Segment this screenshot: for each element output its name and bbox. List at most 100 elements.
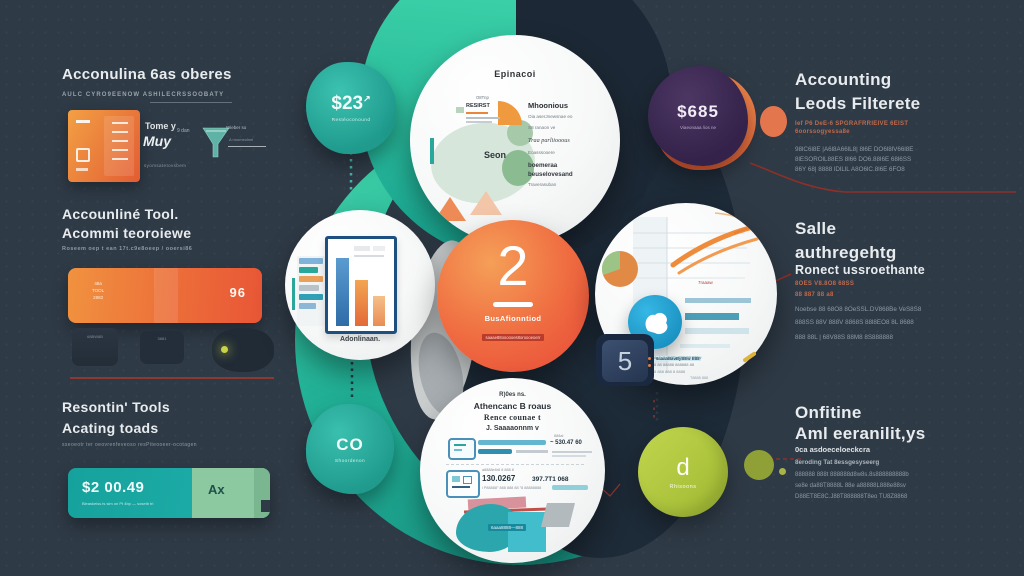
co-value: CO: [336, 434, 364, 454]
orange-dash: [466, 112, 488, 114]
chart-circle: Adonlinaan.: [285, 210, 435, 360]
rblock3-title-line1: Onfitine: [795, 403, 862, 422]
coin-caption: Restéoconound: [331, 118, 371, 123]
funnel-underline: [228, 146, 266, 147]
lime-value: d: [676, 454, 690, 481]
card-chip: [373, 246, 385, 251]
block1-mid-caption: syomsatetovsbem: [144, 163, 187, 168]
gray-shape: [541, 503, 575, 527]
blue-badge-icon: [628, 295, 682, 349]
red-divider-line: [70, 377, 274, 379]
block2-title-line1: Accounliné Tool.: [62, 206, 179, 222]
teal-accent-bar: [292, 278, 295, 310]
glow-dot: [221, 346, 228, 353]
legend-line: beuselovesand: [528, 171, 573, 178]
rblock2-orange-line1: 8OES V8.8O8 68SS: [795, 281, 855, 287]
overview-legend: Mhoonious Oia aserJnewsnae eo S8 ranaon …: [528, 101, 612, 187]
co-circle: CO Shoordenon: [306, 404, 394, 494]
teal-bar-notch: [261, 500, 270, 512]
blob-chart: [430, 101, 535, 221]
invoice-header2: Athencanc B roaus: [473, 401, 552, 411]
box-line: [452, 486, 470, 488]
dark-key-2-label: 3881: [157, 336, 167, 341]
rblock2-gray-line3: 888 88L | 68V88S 88M8 8S888888: [795, 334, 894, 341]
invoice-row2-number: 130.0267: [482, 474, 516, 483]
rblock1-orange-line1: Ief P6 DeE-6 SPGRAFRRIEIVE 6EIST: [795, 121, 909, 127]
receipt-icon: [68, 110, 140, 182]
analytics-note-chip-wrap: 6aaaaBavByBEw E88: [654, 347, 702, 365]
rblock3-bold-line: 0ca asdoeceloeckcra: [795, 445, 871, 454]
legend-line: boemeraa: [528, 162, 558, 169]
dark-key-1: 68BW8B: [72, 328, 118, 366]
invoice-bottom-chip: 6aaa8888—888: [488, 524, 527, 531]
analytics-note2: 8a8a8c8t8Ty 8P8 88 888w: [654, 355, 702, 360]
invoice-row1-tiny: 888al: [554, 434, 564, 438]
gray-line: [466, 117, 500, 119]
rblock2-title-line2: authregehtg: [795, 243, 897, 262]
purple-value: $685: [677, 102, 719, 121]
step-subcaption-chip: saaae88oooooes8oroooeoerr: [437, 326, 589, 344]
invoice-row1-amount: ~ 530.47 60: [550, 440, 582, 446]
funnel-icon: [202, 127, 230, 158]
mini-list-row: [299, 267, 319, 273]
analytics-note4: 8 888 888 8 8888: [654, 369, 686, 374]
receipt-glyph-box: [76, 148, 90, 162]
rblock3-gray-line2: se8e da88T8888L 88e a88888L888e88sv: [795, 483, 906, 489]
overview-left-tiny2: RESIRST: [466, 103, 490, 109]
overview-center-label: Seon: [484, 150, 507, 160]
rblock3-gray-line3: D88ET8E8C.J88T888888T8eo TU8Z8868: [795, 494, 908, 500]
red-line-top: [749, 162, 1016, 193]
invoice-row1-note-bar: [552, 451, 592, 453]
bar-chart-card: [325, 236, 397, 334]
overview-circle: Epinacoi O8Tnp RESIRST Seon Mhoonious Oi…: [410, 35, 620, 245]
lime-circle: d Rhisoons: [638, 427, 728, 517]
coin-value: $23↗: [331, 93, 371, 114]
analytics-note3: 8 88 88888 888888 88: [654, 362, 695, 367]
rblock2-gray-line2: 888SS 88V 888V 8868S 88l8EO8 8L 8688: [795, 319, 914, 326]
stamp-line: [454, 449, 462, 451]
orange-bar-left-line3: 2882: [93, 295, 104, 301]
block2-subtitle: Roseem oep t ean 17t.c9e8oeep / ooersi86: [62, 246, 193, 252]
analytics-tiny-label: 7raaaw: [698, 280, 713, 285]
funnel-sub: A nnomeolnei: [229, 137, 254, 142]
dark-key-1-label: 68BW8B: [87, 334, 103, 339]
bar-blue: [336, 258, 349, 326]
co-caption: Shoordenon: [334, 458, 366, 464]
orange-bar-left-text: 48a TOOL 2882: [92, 280, 104, 302]
rblock2-title-line1: Salle: [795, 219, 837, 238]
card-line: [354, 255, 384, 257]
bar-orange-1: [355, 280, 368, 326]
invoice-row2-amount: 397.7T1 068: [532, 476, 569, 483]
olive-circle-small: [744, 450, 774, 480]
receipt-tick: [112, 131, 128, 133]
receipt-tick: [112, 140, 128, 142]
orange-bar-left-line2: TOOL: [92, 288, 105, 294]
bar-orange-2: [373, 296, 385, 326]
receipt-glyph-bar: [76, 168, 88, 171]
box-chip: [452, 476, 460, 482]
step-caption: BusAfionntiod: [484, 314, 542, 323]
block2-title-line2: Acommi teoroiewe: [62, 225, 192, 241]
rblock3-title-line2: Aml eeranilit,ys: [795, 424, 926, 443]
cyan-shape: [508, 512, 546, 552]
invoice-row2-tiny: a8888e8r8 8 888 8: [482, 468, 514, 472]
receipt-tick: [112, 149, 128, 151]
rblock2-title-line3: Ronect ussroethante: [795, 263, 926, 277]
mini-list-row: [299, 303, 316, 309]
invoice-row2-note: i P88888° 888 888 88 °8 88888888: [482, 486, 542, 490]
mini-list: [297, 256, 325, 326]
step-subcaption: saaae88oooooes8oroooeoerr: [481, 334, 545, 341]
five-number: 5: [617, 345, 633, 376]
step-underline: [493, 302, 533, 307]
rblock1-title-line2: Leods Filterete: [795, 94, 921, 113]
rblock2-orange-line2: 88 887 88 a8: [795, 292, 834, 298]
invoice-box-icon: [446, 470, 480, 498]
five-tile: 5: [602, 340, 648, 382]
teal-bar-segment-light: [192, 468, 254, 518]
legend-line: Oia aserJnewsnae eo: [528, 114, 573, 119]
block1-mid-line1: Tome y: [145, 121, 176, 131]
rblock3-sub-bold-line: 8eroding Tat 8essgesyseerg: [795, 459, 880, 466]
lime-caption: Rhisoons: [669, 484, 697, 490]
invoice-row1-note-bar2: [552, 455, 586, 457]
